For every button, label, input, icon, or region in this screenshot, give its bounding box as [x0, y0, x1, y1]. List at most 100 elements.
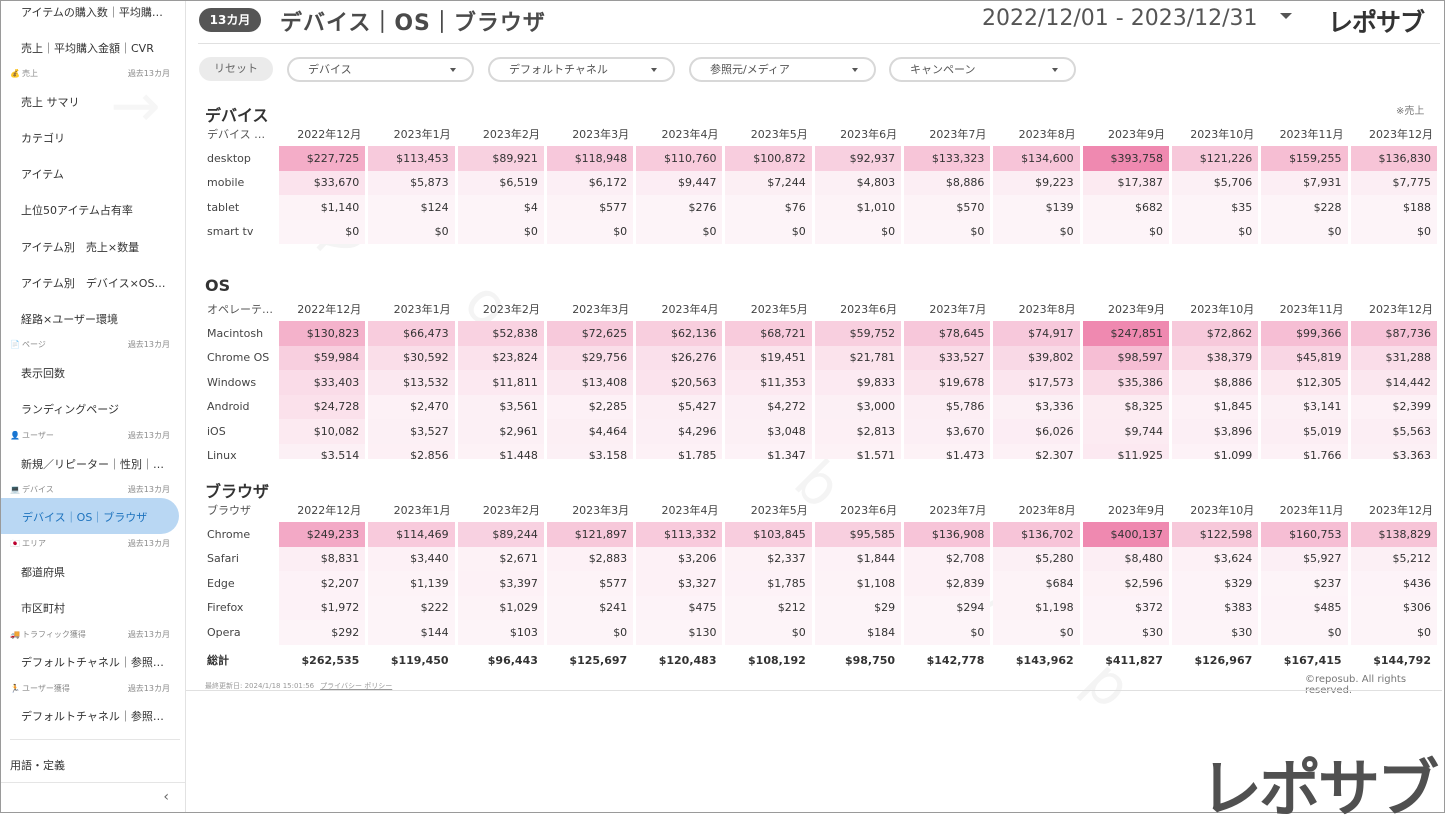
- column-header[interactable]: 2023年6月: [840, 128, 898, 141]
- filter-label: キャンペーン: [910, 63, 976, 76]
- collapse-sidebar-icon[interactable]: ‹: [163, 789, 169, 805]
- sidebar-item[interactable]: 都道府県: [21, 566, 65, 579]
- table-cell: $52,838: [457, 321, 544, 346]
- sidebar-item[interactable]: アイテム別 デバイス×OS×…: [21, 277, 166, 290]
- sidebar-footer: ‹: [1, 782, 185, 812]
- table-cell: $3,363: [1350, 443, 1437, 459]
- table-cell: $188: [1350, 195, 1437, 220]
- filter-dropdown[interactable]: デフォルトチャネル: [488, 57, 675, 82]
- privacy-link[interactable]: プライバシー ポリシー: [320, 682, 393, 690]
- column-header[interactable]: 2023年4月: [661, 504, 719, 517]
- table-cell: $3,527: [368, 419, 455, 444]
- column-header[interactable]: 2023年12月: [1369, 128, 1433, 141]
- column-header[interactable]: 2023年6月: [840, 504, 898, 517]
- sidebar-item[interactable]: カテゴリ: [21, 132, 65, 145]
- column-header[interactable]: 2023年7月: [929, 303, 987, 316]
- row-label: Linux: [207, 449, 237, 459]
- sidebar-item-active[interactable]: デバイス｜OS｜ブラウザ: [1, 498, 179, 534]
- sidebar-section-name: ページ: [22, 340, 46, 349]
- column-header[interactable]: 2023年1月: [393, 504, 451, 517]
- table-cell: $159,255: [1261, 146, 1348, 171]
- total-row: 総計 $262,535 $119,450 $96,443 $125,697 $120,48…: [203, 650, 1440, 670]
- column-header[interactable]: 2023年3月: [572, 128, 630, 141]
- column-header[interactable]: 2022年12月: [297, 128, 362, 141]
- column-header[interactable]: 2023年12月: [1369, 504, 1433, 517]
- column-header[interactable]: 2023年7月: [929, 128, 987, 141]
- sidebar-item[interactable]: アイテム別 売上×数量: [21, 241, 140, 254]
- column-header[interactable]: 2023年2月: [482, 128, 540, 141]
- column-header[interactable]: 2023年10月: [1190, 303, 1255, 316]
- column-header[interactable]: 2023年7月: [929, 504, 987, 517]
- column-header[interactable]: 2023年6月: [840, 303, 898, 316]
- column-header[interactable]: 2023年8月: [1018, 128, 1076, 141]
- table-cell: $5,706: [1171, 170, 1259, 195]
- column-header[interactable]: 2023年5月: [750, 504, 808, 517]
- sidebar-item[interactable]: ランディングページ: [21, 403, 120, 416]
- sidebar-item[interactable]: デフォルトチャネル｜参照…: [21, 710, 164, 723]
- column-header[interactable]: 2023年5月: [750, 128, 808, 141]
- table-cell: $1,571: [814, 443, 902, 459]
- table-viewport[interactable]: オペレーテ… 2022年12月 2023年1月 2023年2月 2023年3月 2023年…: [203, 297, 1440, 459]
- column-header[interactable]: 2023年1月: [393, 303, 451, 316]
- column-header[interactable]: 2023年9月: [1107, 504, 1165, 517]
- sidebar-item[interactable]: 売上 サマリ: [21, 96, 80, 109]
- column-header[interactable]: ブラウザ: [207, 504, 251, 517]
- total-cell: $411,827: [1105, 653, 1163, 667]
- total-cell: $119,450: [390, 653, 449, 667]
- table-cell: $35: [1171, 195, 1259, 220]
- table-cell: $212: [725, 595, 812, 620]
- user-icon: 👤: [10, 431, 20, 440]
- table-cell: $5,427: [636, 394, 723, 419]
- column-header[interactable]: 2023年10月: [1190, 128, 1255, 141]
- table-row: Macintosh $130,823 $66,473 $52,838 $72,625 $6…: [206, 321, 1437, 346]
- column-header[interactable]: 2023年8月: [1018, 504, 1076, 517]
- date-range-picker[interactable]: 2022/12/01 - 2023/12/31: [982, 6, 1258, 31]
- column-header[interactable]: 2023年5月: [750, 303, 808, 316]
- filter-dropdown[interactable]: デバイス: [287, 57, 474, 82]
- table-viewport[interactable]: デバイス … 2022年12月 2023年1月 2023年2月 2023年3月 2023年…: [203, 122, 1440, 246]
- table-cell: $6,519: [457, 170, 544, 195]
- column-header[interactable]: 2023年11月: [1279, 504, 1344, 517]
- column-header[interactable]: デバイス …: [207, 128, 266, 141]
- column-header[interactable]: 2023年4月: [661, 128, 719, 141]
- sidebar-item[interactable]: 新規／リピーター｜性別｜…: [21, 458, 164, 471]
- column-header[interactable]: 2023年11月: [1279, 128, 1344, 141]
- column-header[interactable]: 2023年2月: [482, 303, 540, 316]
- sidebar-item[interactable]: デフォルトチャネル｜参照…: [21, 656, 164, 669]
- reset-button[interactable]: リセット: [199, 57, 273, 81]
- column-header[interactable]: オペレーテ…: [207, 303, 273, 316]
- filter-dropdown[interactable]: キャンペーン: [889, 57, 1076, 82]
- sidebar-item[interactable]: 表示回数: [21, 367, 65, 380]
- column-header[interactable]: 2023年4月: [661, 303, 719, 316]
- column-header[interactable]: 2023年2月: [482, 504, 540, 517]
- table-viewport[interactable]: ブラウザ 2022年12月 2023年1月 2023年2月 2023年3月 2023年4月…: [203, 498, 1440, 648]
- sidebar-item[interactable]: 上位50アイテム占有率: [21, 204, 133, 217]
- column-header[interactable]: 2023年9月: [1107, 128, 1165, 141]
- sidebar-item[interactable]: アイテム: [21, 168, 64, 181]
- sidebar-item[interactable]: 市区町村: [21, 602, 65, 615]
- column-header[interactable]: 2022年12月: [297, 303, 362, 316]
- column-header[interactable]: 2023年8月: [1018, 303, 1076, 316]
- column-header[interactable]: 2023年3月: [572, 303, 630, 316]
- column-header[interactable]: 2023年11月: [1279, 303, 1344, 316]
- column-header[interactable]: 2022年12月: [297, 504, 362, 517]
- table-cell: $5,786: [904, 394, 991, 419]
- glossary-link[interactable]: 用語・定義: [10, 759, 65, 772]
- column-header[interactable]: 2023年3月: [572, 504, 630, 517]
- sidebar-item[interactable]: 売上｜平均購入金額｜CVR: [21, 42, 154, 55]
- table-cell: $118,948: [546, 146, 634, 171]
- column-header[interactable]: 2023年9月: [1107, 303, 1165, 316]
- table-cell: $0: [725, 620, 812, 645]
- table-cell: $136,908: [904, 522, 991, 547]
- column-header[interactable]: 2023年1月: [393, 128, 451, 141]
- chevron-down-icon[interactable]: [1280, 13, 1292, 19]
- sidebar-section-title: 🇯🇵 エリア: [10, 538, 46, 549]
- column-header[interactable]: 2023年12月: [1369, 303, 1433, 316]
- period-badge[interactable]: 13カ月: [199, 8, 261, 32]
- sidebar-item[interactable]: アイテムの購入数｜平均購入…: [21, 6, 166, 19]
- total-cell: $142,778: [926, 653, 985, 667]
- filter-dropdown[interactable]: 参照元/メディア: [689, 57, 876, 82]
- sidebar-item[interactable]: 経路×ユーザー環境: [21, 313, 118, 326]
- column-header[interactable]: 2023年10月: [1190, 504, 1255, 517]
- table-cell: $100,872: [725, 146, 812, 171]
